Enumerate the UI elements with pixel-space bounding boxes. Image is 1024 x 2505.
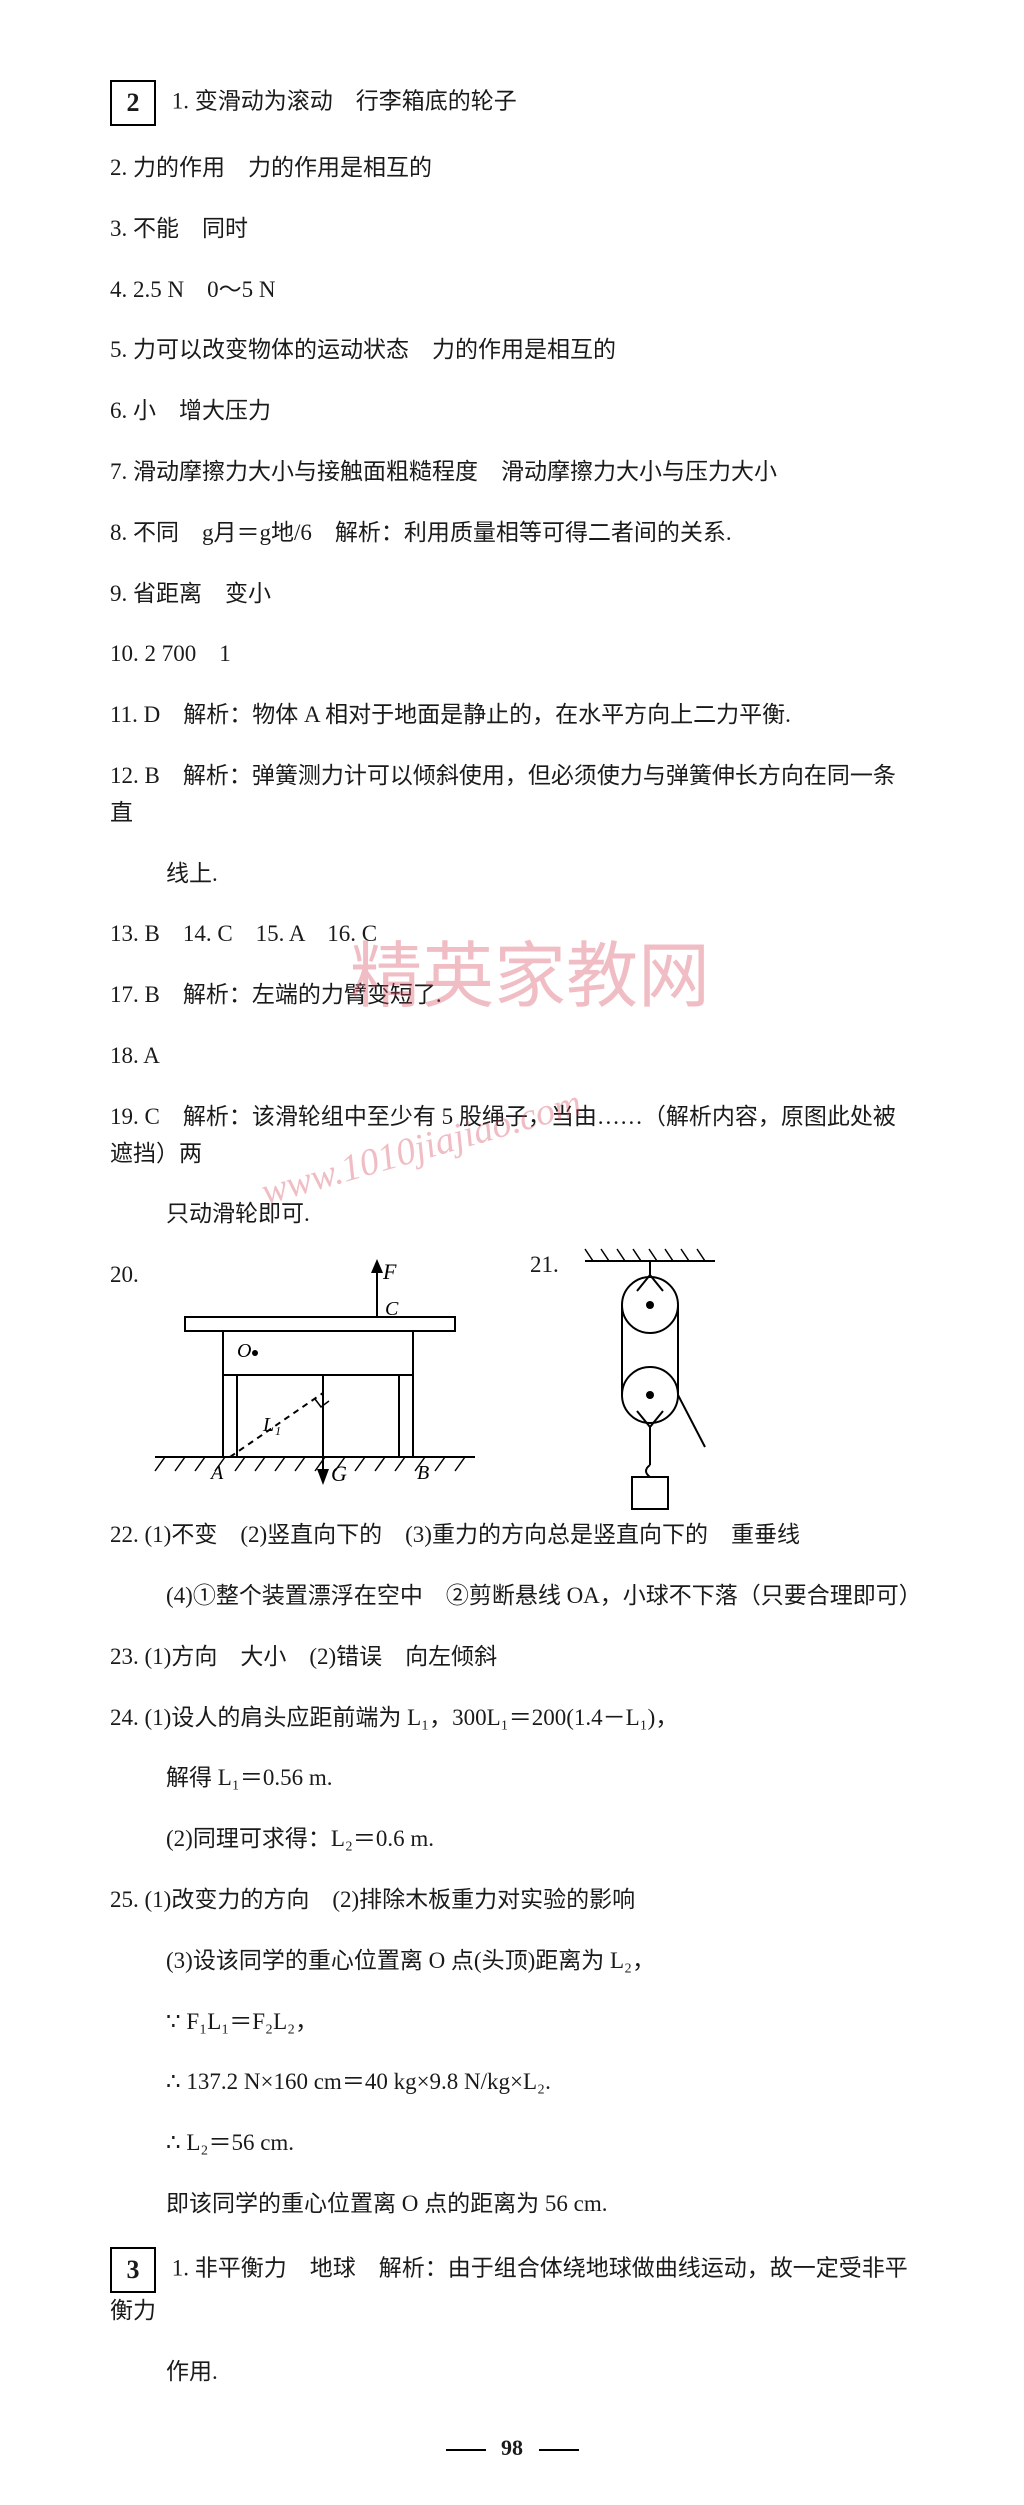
q2-17: 17. B 解析：左端的力臂变短了. [110,977,914,1014]
q2-25e: ∴ L₂＝56 cm. [110,2125,914,2162]
fig20-G: G [331,1461,347,1486]
q2-24c: (2)同理可求得：L₂＝0.6 m. [110,1821,914,1858]
q3-1b: 作用. [110,2354,914,2391]
fig20-B: B [417,1462,429,1484]
fig20-L1: L₁ [262,1414,281,1436]
section-2-line1: 2 1. 变滑动为滚动 行李箱底的轮子 [110,80,914,126]
q2-10: 10. 2 700 1 [110,636,914,673]
q20-label: 20. [110,1262,139,1287]
q2-25b: (3)设该同学的重心位置离 O 点(头顶)距离为 L₂， [110,1943,914,1980]
q2-22b: (4)①整个装置漂浮在空中 ②剪断悬线 OA，小球不下落（只要合理即可） [110,1578,914,1615]
fig20-O: O [237,1340,251,1362]
q2-6: 6. 小 增大压力 [110,393,914,430]
q2-19b: 只动滑轮即可. [110,1196,914,1233]
q2-25a: 25. (1)改变力的方向 (2)排除木板重力对实验的影响 [110,1882,914,1919]
page-footer: 98 [110,2430,914,2465]
q2-8: 8. 不同 g月＝g地/6 解析：利用质量相等可得二者间的关系. [110,515,914,552]
fig20-C: C [385,1298,399,1320]
q3-1a: 1. 非平衡力 地球 解析：由于组合体绕地球做曲线运动，故一定受非平衡力 [110,2255,908,2323]
q2-22a: 22. (1)不变 (2)竖直向下的 (3)重力的方向总是竖直向下的 重垂线 [110,1517,914,1554]
section-3-line1: 3 1. 非平衡力 地球 解析：由于组合体绕地球做曲线运动，故一定受非平衡力 [110,2247,914,2330]
q2-24a: 24. (1)设人的肩头应距前端为 L₁，300L₁＝200(1.4－L₁)， [110,1700,914,1737]
q2-3: 3. 不能 同时 [110,211,914,248]
q2-9: 9. 省距离 变小 [110,576,914,613]
q2-11: 11. D 解析：物体 A 相对于地面是静止的，在水平方向上二力平衡. [110,697,914,734]
q2-18: 18. A [110,1038,914,1075]
page-root: 2 1. 变滑动为滚动 行李箱底的轮子 2. 力的作用 力的作用是相互的 3. … [0,0,1024,2505]
q2-19a: 19. C 解析：该滑轮组中至少有 5 股绳子，当由……（解析内容，原图此处被遮… [110,1099,914,1173]
q2-4: 4. 2.5 N 0～5 N [110,272,914,309]
q2-13-16: 13. B 14. C 15. A 16. C [110,916,914,953]
footer-dash-left [446,2449,486,2451]
q2-7: 7. 滑动摩擦力大小与接触面粗糙程度 滑动摩擦力大小与压力大小 [110,454,914,491]
q2-12b: 线上. [110,856,914,893]
q2-5: 5. 力可以改变物体的运动状态 力的作用是相互的 [110,332,914,369]
section-box-2: 2 [110,80,156,126]
q2-1: 1. 变滑动为滚动 行李箱底的轮子 [172,88,517,113]
q2-2: 2. 力的作用 力的作用是相互的 [110,150,914,187]
q2-23: 23. (1)方向 大小 (2)错误 向左倾斜 [110,1639,914,1676]
q2-25c: ∵ F₁L₁＝F₂L₂， [110,2004,914,2041]
q2-25f: 即该同学的重心位置离 O 点的距离为 56 cm. [110,2186,914,2223]
q21-label: 21. [530,1252,559,1277]
page-number: 98 [491,2430,533,2465]
figure-20: 20. [110,1257,485,1499]
figure-21-svg [565,1247,735,1527]
q2-12a: 12. B 解析：弹簧测力计可以倾斜使用，但必须使力与弹簧伸长方向在同一条直 [110,758,914,832]
figure-row: 20. [110,1257,914,1517]
q2-24b: 解得 L₁＝0.56 m. [110,1760,914,1797]
footer-dash-right [539,2449,579,2451]
fig20-A: A [209,1462,224,1484]
fig20-F: F [382,1259,397,1284]
q2-25d: ∴ 137.2 N×160 cm＝40 kg×9.8 N/kg×L₂. [110,2064,914,2101]
figure-21: 21. [530,1247,735,1539]
figure-20-svg: F C O L₁ A B G [145,1257,485,1487]
section-box-3: 3 [110,2247,156,2293]
